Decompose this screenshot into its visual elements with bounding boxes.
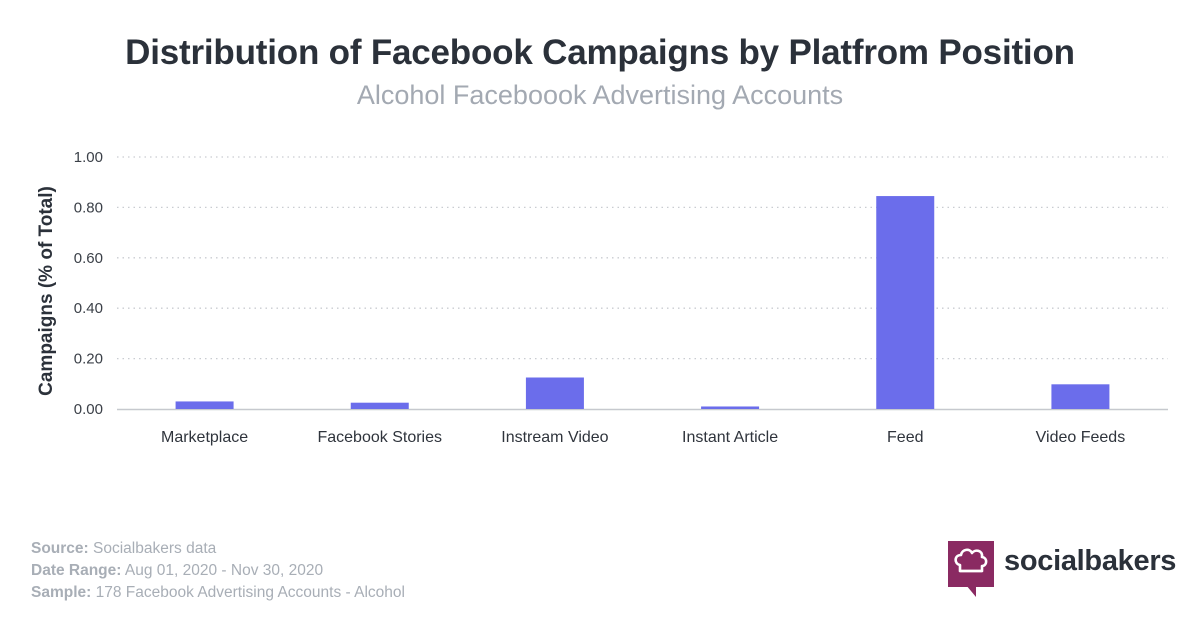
y-tick-label: 0.80: [74, 199, 103, 216]
x-tick-label: Facebook Stories: [317, 429, 442, 446]
bar-chart: 0.00 0.20 0.40 0.60 0.80 1.00 Marketplace Faceb…: [36, 149, 1168, 446]
footer-source-value: Socialbakers data: [93, 540, 217, 557]
footer-sample: Sample: 178 Facebook Advertising Account…: [31, 582, 405, 604]
y-tick-label: 0.60: [74, 250, 103, 267]
y-axis-label: Campaigns (% of Total): [36, 186, 57, 396]
chart-title: Distribution of Facebook Campaigns by Pl…: [125, 33, 1075, 72]
logo-badge: [948, 541, 994, 587]
bar: [525, 377, 584, 409]
footer-sample-value: 178 Facebook Advertising Accounts - Alco…: [95, 584, 405, 601]
x-tick-label: Feed: [887, 429, 923, 446]
y-tick-label: 0.20: [74, 351, 103, 368]
footer-source-label: Source:: [31, 540, 89, 557]
x-tick-label: Video Feeds: [1036, 429, 1126, 446]
y-tick-label: 1.00: [74, 149, 103, 166]
x-tick-label: Instant Article: [682, 429, 778, 446]
bar: [701, 406, 760, 409]
brand-name: socialbakers: [1004, 545, 1177, 577]
x-tick-label: Instream Video: [501, 429, 608, 446]
y-tick-label: 0.00: [74, 401, 103, 418]
y-tick-label: 0.40: [74, 300, 103, 317]
chart-footer: Source: Socialbakers data Date Range: Au…: [31, 538, 405, 604]
bar: [876, 196, 935, 409]
brand-logo: socialbakers: [948, 541, 1178, 601]
bar: [350, 402, 409, 409]
bar: [1051, 384, 1110, 409]
x-tick-label: Marketplace: [161, 429, 248, 446]
footer-date-label: Date Range:: [31, 562, 122, 579]
footer-sample-label: Sample:: [31, 584, 92, 601]
chef-hat-icon: [954, 548, 988, 573]
bar: [175, 401, 234, 409]
logo-badge-tail: [966, 585, 976, 597]
footer-date-range: Date Range: Aug 01, 2020 - Nov 30, 2020: [31, 560, 405, 582]
footer-date-value: Aug 01, 2020 - Nov 30, 2020: [124, 562, 324, 579]
chart-subtitle: Alcohol Faceboook Advertising Accounts: [356, 80, 844, 110]
footer-source: Source: Socialbakers data: [31, 538, 405, 560]
